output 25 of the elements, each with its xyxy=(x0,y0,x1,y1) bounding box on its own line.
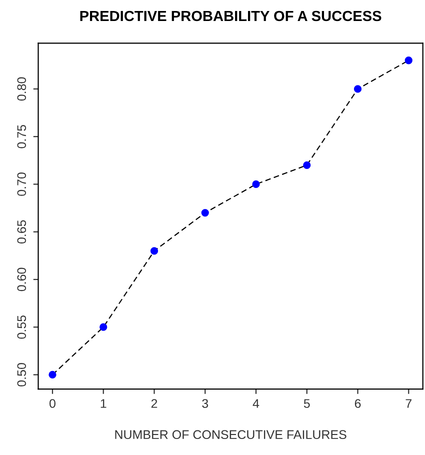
y-tick-label: 0.60 xyxy=(17,268,26,292)
y-tick-label: 0.55 xyxy=(17,315,26,339)
x-tick-label: 2 xyxy=(151,399,158,408)
x-tick-label: 6 xyxy=(354,399,361,408)
point xyxy=(150,247,158,255)
point xyxy=(100,323,108,331)
x-axis-title: NUMBER OF CONSECUTIVE FAILURES xyxy=(115,430,346,440)
point xyxy=(354,85,362,93)
x-tick-label: 1 xyxy=(100,399,106,408)
x-tick-label: 3 xyxy=(202,399,208,408)
y-tick-label: 0.65 xyxy=(17,220,26,244)
x-tick-label: 0 xyxy=(50,399,56,408)
x-tick-label: 4 xyxy=(252,399,260,408)
point xyxy=(48,370,56,379)
y-tick-label: 0.50 xyxy=(17,363,26,386)
point xyxy=(404,56,412,64)
y-tick-label: 0.70 xyxy=(17,172,26,196)
x-tick-label: 5 xyxy=(304,399,310,408)
y-tick-label: 0.80 xyxy=(17,77,26,101)
point xyxy=(201,208,209,217)
chart-title: PREDICTIVE PROBABILITY OF A SUCCESS xyxy=(80,10,382,22)
x-tick-label: 7 xyxy=(406,399,412,408)
point xyxy=(303,161,311,169)
y-tick-label: 0.75 xyxy=(17,124,26,148)
point xyxy=(252,180,260,188)
